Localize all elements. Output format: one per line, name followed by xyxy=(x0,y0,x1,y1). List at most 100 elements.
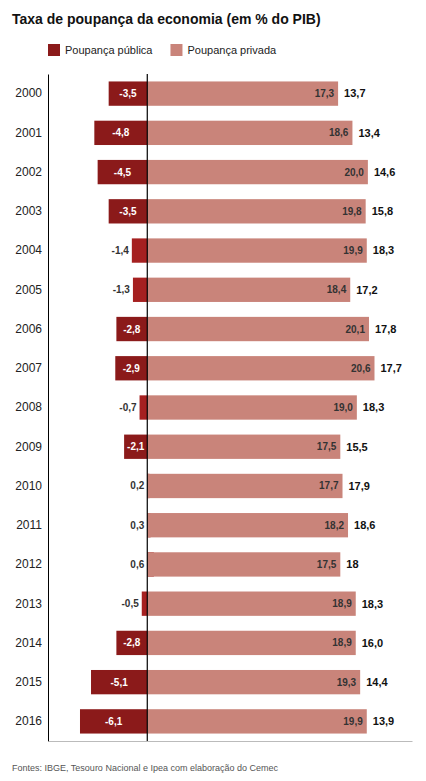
bar xyxy=(140,395,148,419)
data-label: -6,1 xyxy=(105,716,123,727)
bar xyxy=(109,199,148,223)
total-label: 17,8 xyxy=(375,323,396,335)
tick-label: 2005 xyxy=(15,283,42,297)
data-label: 18,6 xyxy=(329,127,349,138)
tick-label: 2015 xyxy=(15,675,42,689)
bar xyxy=(124,435,147,459)
data-label: 0,2 xyxy=(130,480,144,491)
tick: 2016 xyxy=(15,714,48,728)
data-label: 17,3 xyxy=(315,88,335,99)
total-label: 18,3 xyxy=(362,598,383,610)
tick: 2010 xyxy=(15,479,48,493)
tick-label: 2014 xyxy=(15,636,42,650)
data-label: 20,6 xyxy=(351,363,371,374)
bar xyxy=(80,709,147,733)
tick: 2000 xyxy=(15,86,48,100)
data-label: 18,9 xyxy=(332,637,352,648)
bar xyxy=(147,552,340,576)
data-label: -0,5 xyxy=(122,598,140,609)
axis-line xyxy=(48,75,49,742)
bar xyxy=(133,278,147,302)
tick: 2003 xyxy=(15,204,48,218)
data-label: 18,9 xyxy=(332,598,352,609)
title: Taxa de poupança da economia (em % do PI… xyxy=(12,11,321,27)
data-label: -3,5 xyxy=(119,206,137,217)
tick: 2006 xyxy=(15,322,48,336)
legend-label: Poupança pública xyxy=(65,44,153,56)
total-label: 18,6 xyxy=(354,519,375,531)
data-label: 0,6 xyxy=(130,559,144,570)
data-label: -2,8 xyxy=(123,324,141,335)
data-label: -5,1 xyxy=(111,677,129,688)
total-label: 17,2 xyxy=(356,284,377,296)
tick: 2015 xyxy=(15,675,48,689)
total-label: 17,9 xyxy=(349,480,370,492)
bar xyxy=(147,278,350,302)
bar xyxy=(147,395,357,419)
tick-label: 2001 xyxy=(15,126,42,140)
data-label: -4,8 xyxy=(112,127,130,138)
tick: 2014 xyxy=(15,636,48,650)
data-label: -2,9 xyxy=(123,363,141,374)
data-label: -1,4 xyxy=(112,245,130,256)
total-label: 15,8 xyxy=(372,205,393,217)
total-label: 13,7 xyxy=(344,87,365,99)
total-label: 14,6 xyxy=(374,166,395,178)
bar-series xyxy=(80,81,154,733)
bar xyxy=(109,81,148,105)
zero-line xyxy=(147,74,148,741)
legend-item: Poupança privada xyxy=(170,44,277,56)
legend-swatch xyxy=(170,44,182,56)
bar xyxy=(147,160,368,184)
data-label: -2,1 xyxy=(127,441,145,452)
legend-swatch xyxy=(48,44,60,56)
bar xyxy=(142,592,148,616)
bar xyxy=(147,356,374,380)
tick: 2001 xyxy=(15,126,48,140)
data-label: -3,5 xyxy=(119,88,137,99)
tick: 2004 xyxy=(15,243,48,257)
data-labels: -3,5 -4,8 -4,5 -3,5 -1,4 -1,3 -2,8 -2,9 -0,7 -2,1… xyxy=(105,87,402,727)
total-label: 15,5 xyxy=(346,441,367,453)
tick: 2008 xyxy=(15,400,48,414)
bar-series xyxy=(147,81,374,733)
tick-label: 2002 xyxy=(15,165,42,179)
bar xyxy=(147,592,355,616)
bar xyxy=(91,670,147,694)
tick: 2002 xyxy=(15,165,48,179)
data-label: 20,1 xyxy=(346,324,366,335)
tick-label: 2009 xyxy=(15,440,42,454)
tick-label: 2006 xyxy=(15,322,42,336)
bar xyxy=(147,709,367,733)
y-axis: 2000200120022003200420052006200720082009… xyxy=(15,75,48,742)
bar xyxy=(147,199,365,223)
bar xyxy=(98,160,148,184)
legend-item: Poupança pública xyxy=(48,44,153,56)
tick-label: 2013 xyxy=(15,597,42,611)
data-label: -0,7 xyxy=(119,402,137,413)
data-label: 18,2 xyxy=(325,520,345,531)
total-label: 13,9 xyxy=(373,715,394,727)
bars xyxy=(80,81,375,733)
total-label: 18,3 xyxy=(363,401,384,413)
data-label: -4,5 xyxy=(114,167,132,178)
data-label: 17,7 xyxy=(319,480,339,491)
chart: Taxa de poupança da economia (em % do PI… xyxy=(0,0,426,781)
bar xyxy=(147,238,367,262)
tick-label: 2004 xyxy=(15,243,42,257)
data-label: 17,5 xyxy=(317,441,337,452)
total-label: 18 xyxy=(346,558,358,570)
axis-line xyxy=(49,741,413,742)
bar xyxy=(147,670,360,694)
bar xyxy=(147,513,348,537)
data-label: 0,3 xyxy=(130,520,144,531)
bar xyxy=(147,317,369,341)
data-label: 19,0 xyxy=(333,402,353,413)
tick: 2012 xyxy=(15,557,48,571)
total-label: 16,0 xyxy=(362,637,383,649)
total-label: 13,4 xyxy=(358,127,380,139)
data-label: -2,8 xyxy=(123,637,141,648)
data-label: 19,8 xyxy=(342,206,362,217)
legend-label: Poupança privada xyxy=(187,44,277,56)
data-label: -1,3 xyxy=(113,284,131,295)
